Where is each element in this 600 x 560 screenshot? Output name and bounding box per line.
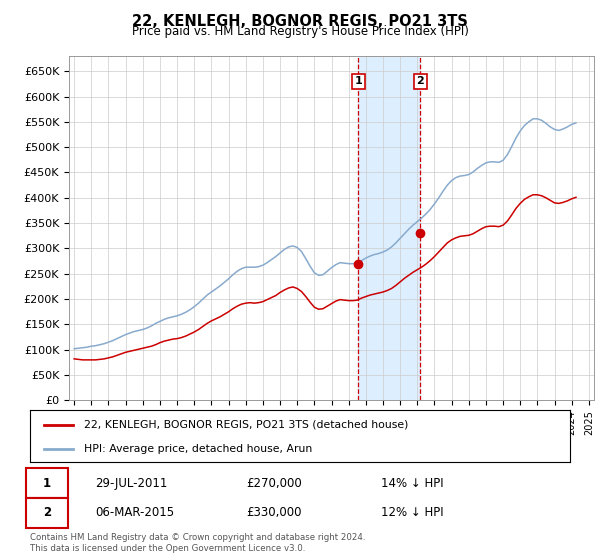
Bar bbox=[358, 56, 420, 400]
Text: £330,000: £330,000 bbox=[246, 506, 302, 520]
Text: 2: 2 bbox=[416, 76, 424, 86]
Text: Contains HM Land Registry data © Crown copyright and database right 2024.
This d: Contains HM Land Registry data © Crown c… bbox=[30, 533, 365, 553]
FancyBboxPatch shape bbox=[26, 468, 68, 498]
Text: 1: 1 bbox=[355, 76, 362, 86]
Text: 06-MAR-2015: 06-MAR-2015 bbox=[95, 506, 174, 520]
Text: 12% ↓ HPI: 12% ↓ HPI bbox=[381, 506, 443, 520]
Text: HPI: Average price, detached house, Arun: HPI: Average price, detached house, Arun bbox=[84, 444, 312, 454]
Text: 1: 1 bbox=[43, 477, 51, 490]
Text: 14% ↓ HPI: 14% ↓ HPI bbox=[381, 477, 443, 490]
Text: 22, KENLEGH, BOGNOR REGIS, PO21 3TS (detached house): 22, KENLEGH, BOGNOR REGIS, PO21 3TS (det… bbox=[84, 420, 409, 430]
Text: £270,000: £270,000 bbox=[246, 477, 302, 490]
Text: Price paid vs. HM Land Registry's House Price Index (HPI): Price paid vs. HM Land Registry's House … bbox=[131, 25, 469, 38]
Text: 22, KENLEGH, BOGNOR REGIS, PO21 3TS: 22, KENLEGH, BOGNOR REGIS, PO21 3TS bbox=[132, 14, 468, 29]
Text: 2: 2 bbox=[43, 506, 51, 520]
FancyBboxPatch shape bbox=[26, 498, 68, 528]
Text: 29-JUL-2011: 29-JUL-2011 bbox=[95, 477, 167, 490]
